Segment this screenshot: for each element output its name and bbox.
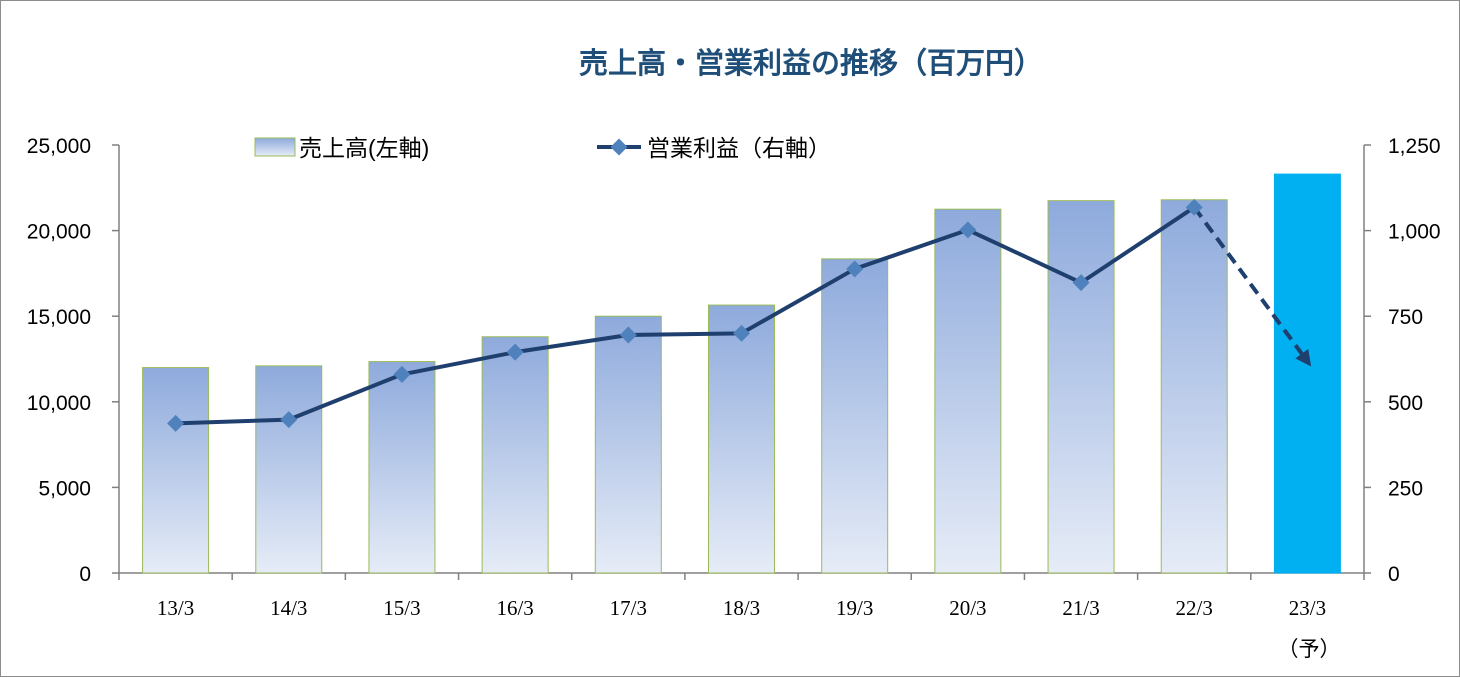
x-label: 23/3 [1289, 596, 1326, 620]
bar-15/3 [368, 361, 436, 574]
right-tick-label: 1,000 [1388, 221, 1441, 244]
left-tick-label: 5,000 [38, 477, 91, 500]
bar-16/3 [481, 336, 549, 574]
left-tick-label: 25,000 [27, 135, 91, 158]
bar-18/3 [708, 304, 775, 574]
legend: 売上高(左軸) 営業利益（右軸） [254, 135, 831, 161]
chart-title: 売上高・営業利益の推移（百万円） [579, 46, 1043, 80]
profit-marker-19/3 [846, 260, 864, 278]
bar-20/3 [934, 208, 1002, 574]
bar-14/3 [255, 365, 323, 574]
right-tick-label: 500 [1388, 392, 1423, 415]
forecast-note: （予） [1278, 637, 1341, 661]
x-label: 20/3 [949, 596, 986, 620]
legend-bar-label: 売上高(左軸) [299, 135, 429, 161]
x-label: 19/3 [836, 596, 873, 620]
line-series [167, 198, 1312, 432]
profit-marker-20/3 [959, 221, 977, 239]
x-axis-labels: 13/3 14/3 15/3 16/3 17/3 18/3 19/3 20/3 21/3 22/3… [157, 596, 1326, 620]
right-tick-label: 0 [1388, 563, 1400, 586]
x-label: 18/3 [723, 596, 760, 620]
profit-marker-13/3 [167, 414, 185, 432]
bar-22/3 [1160, 199, 1228, 574]
legend-line-label: 営業利益（右軸） [647, 135, 831, 161]
axes: 0 5,000 10,000 15,000 20,000 25,000 0 250 500 750… [27, 135, 1441, 586]
right-tick-label: 250 [1388, 477, 1423, 500]
bar-19/3 [821, 258, 889, 574]
x-label: 16/3 [496, 596, 533, 620]
right-tick-label: 1,250 [1388, 135, 1441, 158]
x-label: 14/3 [270, 596, 307, 620]
right-tick-label: 750 [1388, 306, 1423, 329]
bar-21/3 [1047, 200, 1115, 574]
left-tick-label: 20,000 [27, 221, 91, 244]
x-label: 22/3 [1176, 596, 1213, 620]
bar-series [142, 173, 1341, 574]
x-label: 13/3 [157, 596, 194, 620]
profit-forecast-arrow [1192, 206, 1312, 367]
bar-23/3 [1273, 173, 1341, 574]
x-label: 15/3 [383, 596, 420, 620]
profit-line [175, 205, 1196, 426]
left-tick-label: 10,000 [27, 392, 91, 415]
profit-marker-15/3 [393, 365, 411, 383]
legend-line-marker [610, 138, 628, 156]
x-label: 21/3 [1062, 596, 1099, 620]
profit-marker-14/3 [280, 411, 298, 429]
profit-marker-17/3 [619, 326, 637, 344]
profit-marker-16/3 [506, 343, 524, 361]
legend-bar-swatch [254, 137, 296, 157]
bar-17/3 [594, 315, 662, 574]
left-tick-label: 0 [79, 563, 91, 586]
left-tick-label: 15,000 [27, 306, 91, 329]
profit-marker-18/3 [733, 324, 750, 342]
bar-13/3 [142, 367, 210, 574]
x-label: 17/3 [610, 596, 647, 620]
